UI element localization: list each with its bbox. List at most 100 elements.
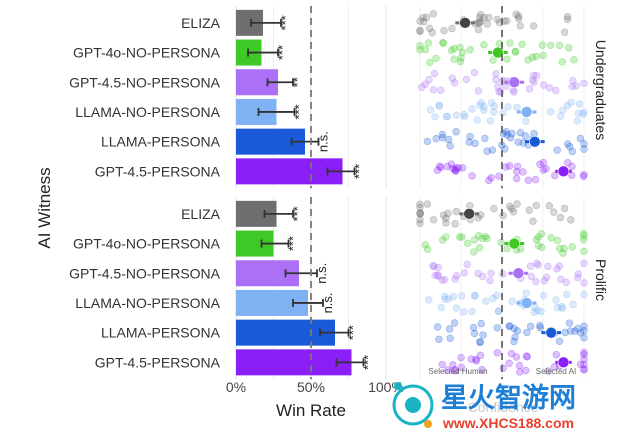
data-point: [546, 108, 555, 116]
data-point: [553, 236, 562, 245]
data-point: [423, 200, 432, 208]
data-point: [457, 54, 465, 62]
data-point: [477, 319, 485, 328]
data-point: [499, 109, 507, 117]
data-point: [438, 276, 446, 284]
data-point: [430, 216, 438, 224]
data-point: [420, 18, 428, 26]
data-point: [563, 12, 572, 21]
data-point: [511, 47, 520, 56]
data-point: [438, 360, 446, 369]
data-point: [580, 232, 588, 240]
data-point: [580, 229, 588, 238]
data-point: [416, 27, 424, 36]
data-point: [513, 174, 521, 183]
data-point: [513, 327, 521, 335]
data-point: [438, 130, 447, 139]
category-label: ELIZA: [181, 15, 221, 31]
data-point: [460, 113, 469, 121]
data-point: [505, 322, 513, 330]
data-point: [556, 112, 565, 120]
data-point: [459, 164, 467, 172]
data-point: [480, 106, 488, 114]
category-label: GPT-4.5-NO-PERSONA: [69, 265, 221, 281]
data-point: [571, 327, 579, 335]
data-point: [473, 116, 481, 124]
data-point: [456, 57, 465, 66]
data-point: [558, 304, 567, 312]
data-point: [447, 46, 456, 55]
mean-point: [557, 356, 570, 369]
data-point: [508, 129, 516, 138]
data-point: [476, 101, 484, 109]
data-point: [452, 207, 461, 216]
data-point: [452, 128, 460, 136]
data-point: [580, 365, 588, 373]
data-point: [456, 43, 464, 51]
data-point: [531, 175, 540, 184]
data-point: [539, 291, 548, 300]
data-point: [432, 134, 440, 143]
data-point: [569, 300, 577, 309]
data-point: [503, 245, 511, 253]
data-point: [444, 366, 452, 374]
data-point: [458, 292, 466, 300]
data-point: [454, 164, 463, 172]
data-point: [477, 98, 486, 107]
data-point: [416, 17, 424, 25]
data-point: [576, 360, 585, 369]
data-point: [513, 162, 522, 171]
data-point: [446, 142, 454, 150]
data-point: [446, 334, 454, 342]
bar: [236, 349, 352, 376]
data-point: [435, 102, 444, 110]
data-point: [550, 208, 558, 216]
significance-label: ***: [278, 15, 293, 30]
data-point: [522, 289, 530, 297]
category-label: GPT-4.5-PERSONA: [95, 354, 221, 370]
data-point: [563, 140, 572, 148]
data-point: [514, 14, 523, 23]
data-point: [416, 210, 425, 218]
data-point: [580, 247, 588, 256]
midline-label-ai: Selected AI: [536, 367, 576, 376]
data-point: [429, 86, 438, 94]
data-point: [525, 85, 534, 93]
data-point: [471, 139, 479, 148]
watermark-title: 星火智游网: [441, 383, 576, 413]
category-label: LLAMA-NO-PERSONA: [75, 104, 220, 120]
data-point: [449, 361, 457, 369]
data-point: [553, 146, 561, 154]
data-point: [570, 56, 578, 64]
data-point: [430, 69, 439, 78]
data-point: [580, 334, 588, 342]
data-point: [470, 329, 479, 338]
data-point: [437, 303, 446, 312]
data-point: [470, 248, 478, 256]
data-point: [481, 232, 490, 241]
data-point: [559, 249, 567, 257]
data-point: [451, 166, 459, 175]
data-point: [452, 304, 461, 312]
data-point: [574, 270, 583, 278]
data-point: [506, 134, 515, 142]
data-point: [463, 239, 472, 248]
data-point: [423, 137, 432, 146]
category-label: GPT-4o-NO-PERSONA: [73, 236, 221, 252]
data-point: [532, 235, 540, 244]
data-point: [421, 80, 429, 88]
data-point: [580, 145, 588, 153]
data-point: [516, 368, 524, 376]
data-point: [434, 271, 442, 279]
data-point: [451, 366, 459, 374]
data-point: [580, 279, 588, 287]
data-point: [552, 296, 560, 304]
data-point: [580, 350, 588, 359]
data-point: [496, 88, 505, 96]
data-point: [507, 349, 516, 358]
data-point: [479, 331, 487, 339]
data-point: [452, 111, 460, 119]
data-point: [568, 147, 577, 156]
data-point: [416, 210, 424, 218]
data-point: [560, 244, 568, 253]
